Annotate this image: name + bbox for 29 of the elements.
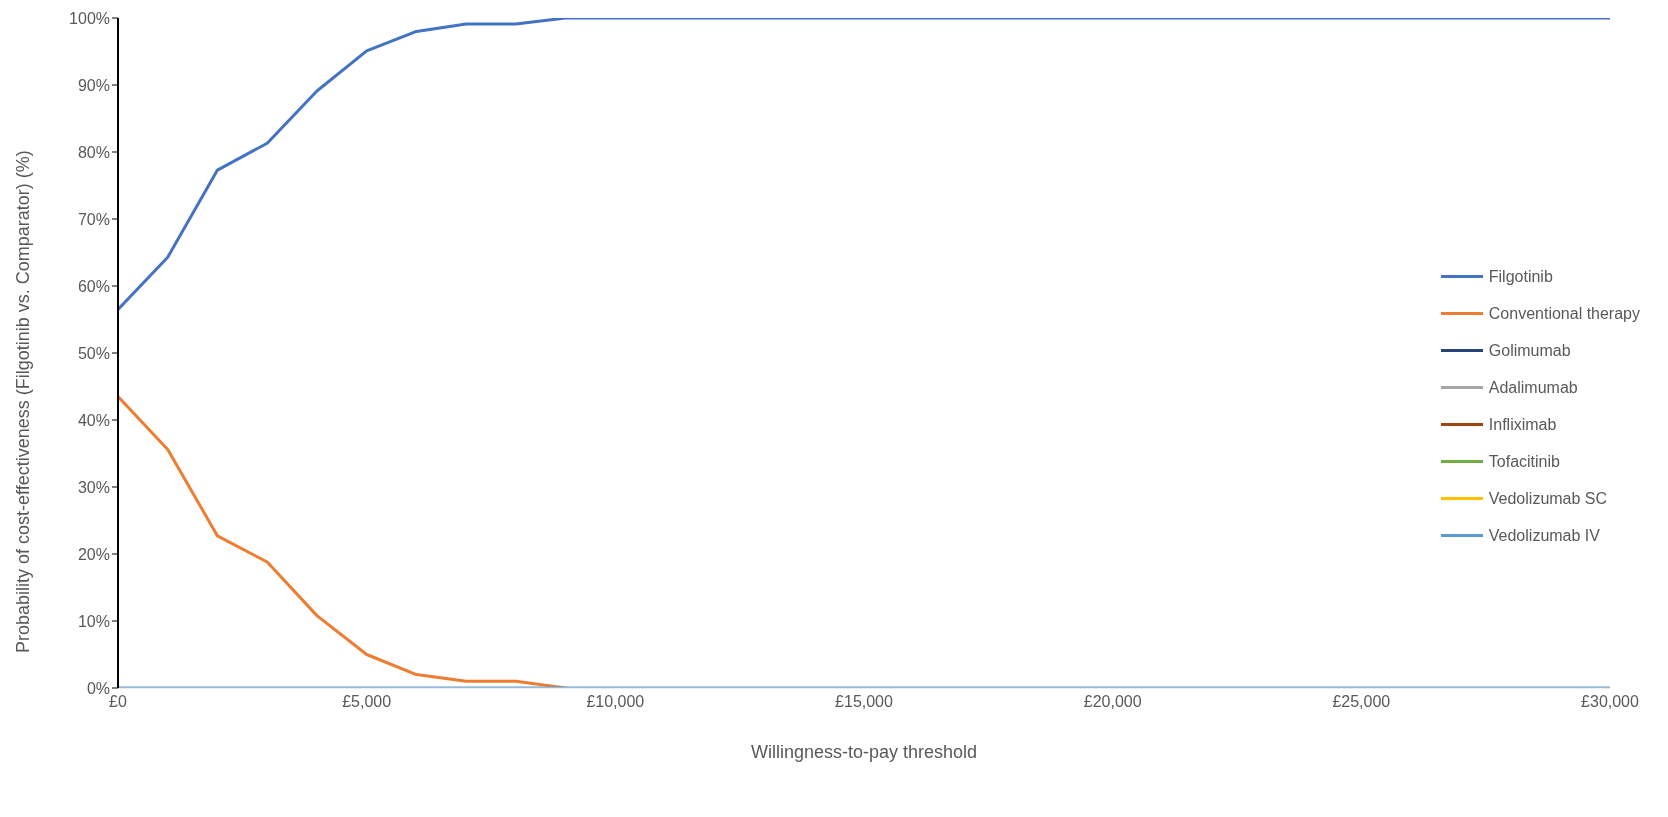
x-tick-label: £30,000 — [1581, 693, 1640, 711]
legend-label: Vedolizumab IV — [1488, 526, 1600, 545]
legend-label: Vedolizumab SC — [1488, 489, 1608, 508]
legend-label: Golimumab — [1488, 341, 1571, 360]
legend-label: Infliximab — [1488, 415, 1557, 434]
y-axis-title: Probability of cost-effectiveness (Filgotinib vs. Comparator) (%) — [13, 150, 34, 653]
legend-label: Tofacitinib — [1488, 452, 1560, 471]
x-tick-label: £0 — [109, 693, 127, 711]
line-series — [118, 395, 568, 688]
y-tick-label: 30% — [77, 478, 110, 496]
legend-label: Adalimumab — [1488, 378, 1578, 397]
legend-label: Filgotinib — [1488, 267, 1553, 286]
y-tick-label: 90% — [77, 76, 110, 94]
y-tick-label: 10% — [77, 612, 110, 630]
legend-label: Conventional therapy — [1488, 304, 1640, 323]
y-tick-label: 20% — [77, 545, 110, 563]
y-tick-label: 50% — [77, 344, 110, 362]
x-tick-label: £5,000 — [342, 693, 392, 711]
y-tick-label: 70% — [77, 210, 110, 228]
x-tick-label: £15,000 — [835, 693, 894, 711]
y-tick-label: 60% — [77, 277, 110, 295]
y-tick-label: 80% — [77, 143, 110, 161]
y-tick-label: 0% — [86, 679, 110, 697]
x-axis-title: Willingness-to-pay threshold — [750, 742, 978, 762]
x-tick-label: £10,000 — [586, 693, 645, 711]
y-tick-label: 100% — [69, 9, 110, 27]
x-tick-label: £25,000 — [1332, 693, 1391, 711]
y-tick-label: 40% — [77, 411, 110, 429]
x-tick-label: £20,000 — [1083, 693, 1142, 711]
